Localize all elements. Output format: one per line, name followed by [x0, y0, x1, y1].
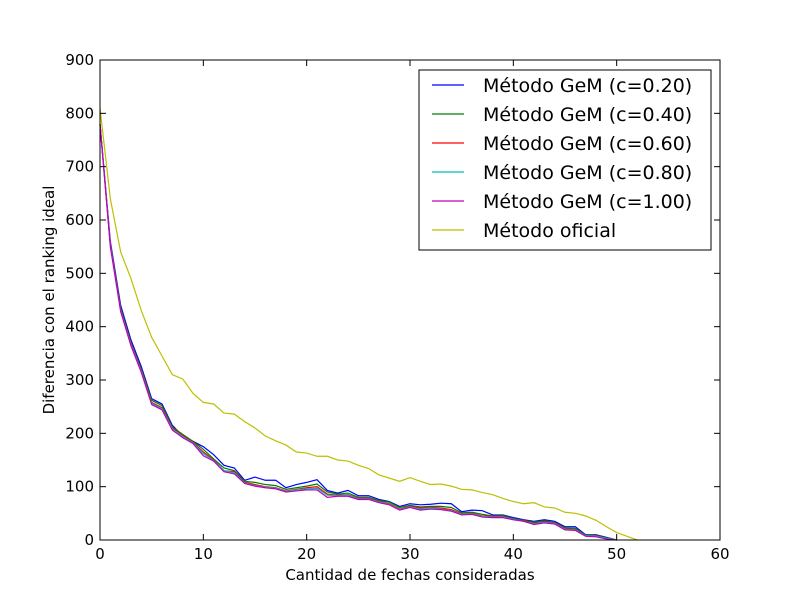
y-tick-labels: 0 100 200 300 400 500 600 700 800 900: [65, 51, 94, 549]
x-tick-label: 0: [95, 545, 105, 563]
series-line-5: [99, 123, 617, 541]
y-tick-label: 600: [65, 211, 94, 229]
legend-label-3: Método GeM (c=0.60): [483, 133, 692, 155]
x-tick-label: 20: [297, 545, 316, 563]
axis-ticks: [99, 59, 721, 541]
y-axis-label: Diferencia con el ranking ideal: [40, 186, 58, 415]
plot-lines: [99, 107, 638, 541]
y-tick-label: 100: [65, 478, 94, 496]
legend-label-2: Método GeM (c=0.40): [483, 104, 692, 126]
x-tick-label: 40: [504, 545, 523, 563]
y-tick-label: 700: [65, 158, 94, 176]
x-tick-label: 60: [710, 545, 729, 563]
legend-label-5: Método GeM (c=1.00): [483, 191, 692, 213]
legend-frame: [418, 69, 712, 251]
y-tick-label: 200: [65, 424, 94, 442]
x-tick-label: 30: [400, 545, 419, 563]
legend-label-4: Método GeM (c=0.80): [483, 162, 692, 184]
y-tick-label: 800: [65, 104, 94, 122]
y-tick-label: 400: [65, 318, 94, 336]
x-tick-labels: 0 10 20 30 40 50 60: [95, 545, 729, 563]
x-tick-label: 10: [194, 545, 213, 563]
legend: Método GeM (c=0.20) Método GeM (c=0.40) Mé…: [418, 69, 712, 251]
legend-label-1: Método GeM (c=0.20): [483, 75, 692, 97]
y-tick-label: 500: [65, 264, 94, 282]
y-tick-label: 0: [84, 531, 94, 549]
x-tick-label: 50: [607, 545, 626, 563]
y-tick-label: 300: [65, 371, 94, 389]
series-line-6: [99, 107, 638, 541]
x-axis-label: Cantidad de fechas consideradas: [285, 566, 535, 584]
series-line-2: [99, 123, 617, 541]
y-tick-label: 900: [65, 51, 94, 69]
legend-label-6: Método oficial: [483, 220, 616, 242]
